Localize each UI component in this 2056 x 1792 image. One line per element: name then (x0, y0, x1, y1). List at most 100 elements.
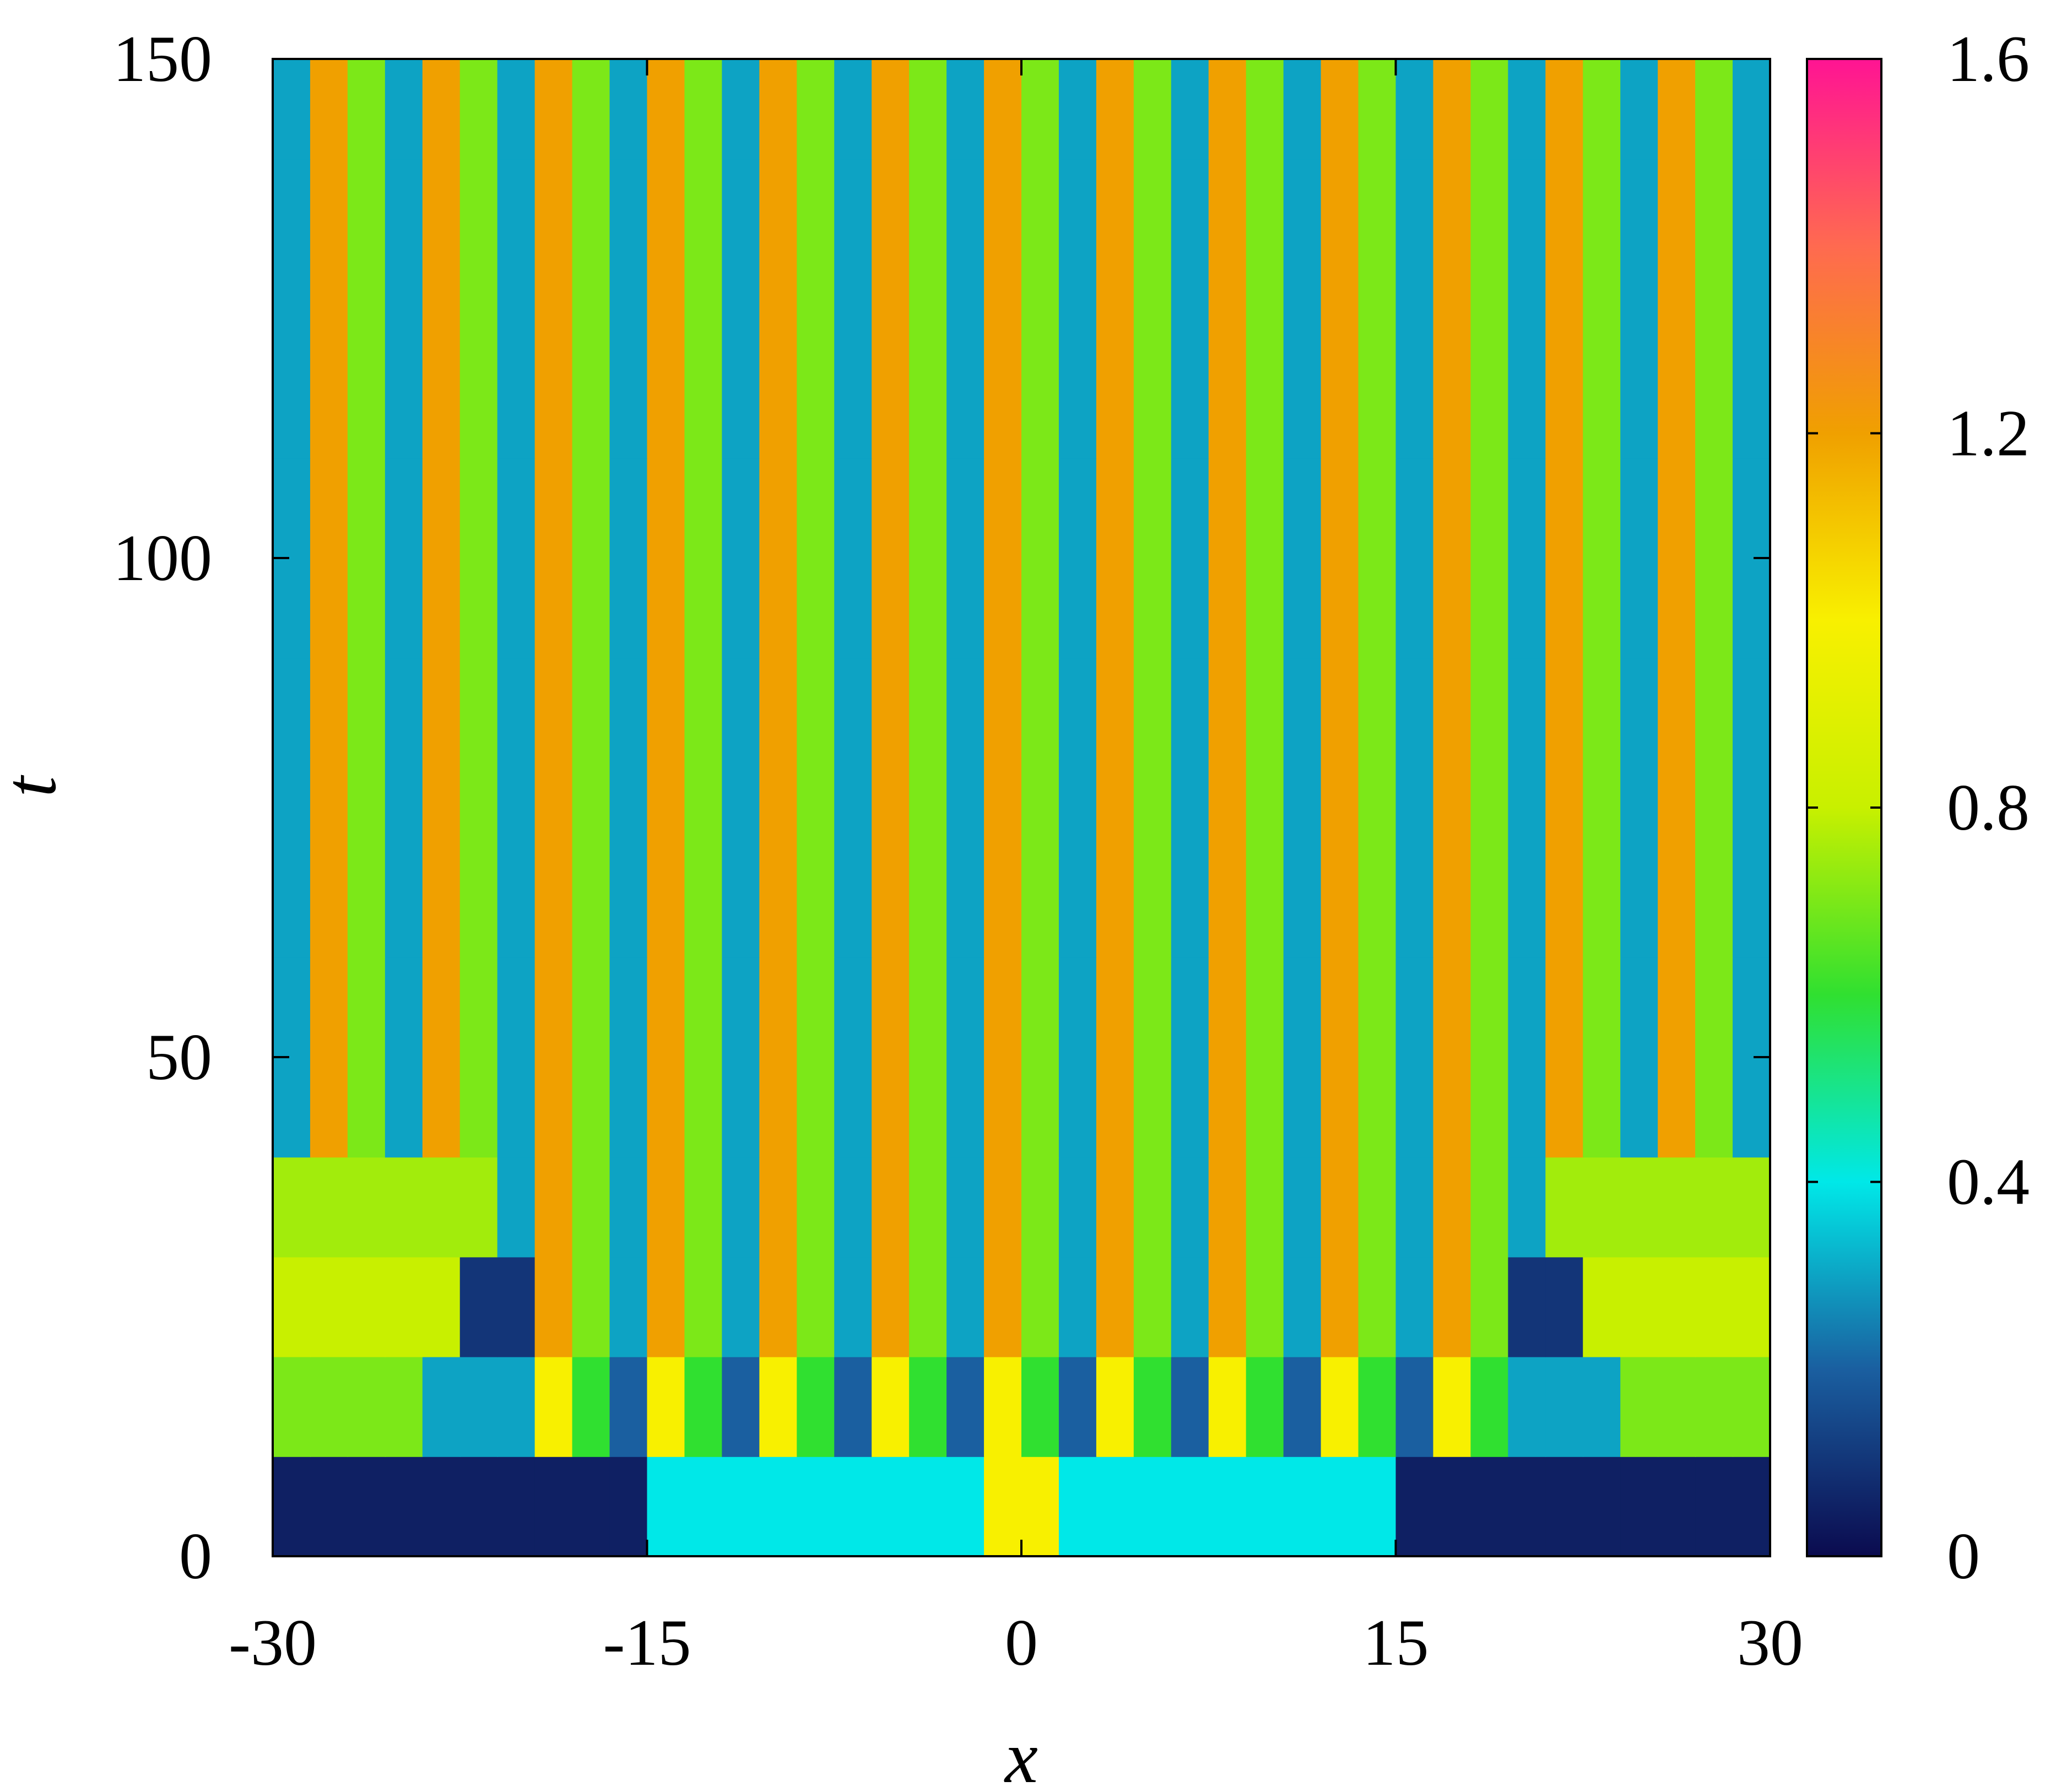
heatmap-cell (722, 258, 760, 359)
heatmap-cell (1433, 1157, 1471, 1258)
heatmap-cell (459, 857, 498, 958)
heatmap-cell (273, 59, 311, 160)
heatmap-cell (534, 1257, 573, 1357)
heatmap-cell (1433, 1456, 1471, 1557)
heatmap-cell (1470, 558, 1509, 659)
heatmap-cell (722, 658, 760, 759)
heatmap-cell (385, 159, 423, 259)
heatmap-cell (1620, 857, 1659, 958)
heatmap-cell (1321, 1356, 1359, 1457)
heatmap-cell (1395, 159, 1434, 259)
heatmap-cell (647, 458, 685, 559)
heatmap-cell (497, 59, 535, 160)
heatmap-cell (984, 458, 1022, 559)
heatmap-cell (1096, 558, 1134, 659)
heatmap-cell (872, 1157, 910, 1258)
heatmap-cell (273, 358, 311, 459)
heatmap-cell (1508, 1456, 1546, 1557)
heatmap-cell (647, 957, 685, 1058)
heatmap-cell (834, 1356, 873, 1457)
heatmap-cell (422, 558, 461, 659)
heatmap-cell (1096, 258, 1134, 359)
heatmap-cell (1171, 1356, 1209, 1457)
heatmap-cell (273, 658, 311, 759)
heatmap-cell (1658, 59, 1696, 160)
heatmap-cell (385, 258, 423, 359)
heatmap-cell (1733, 1057, 1771, 1158)
heatmap-cell (422, 1356, 461, 1457)
heatmap-cell (347, 1356, 386, 1457)
heatmap-cell (1733, 358, 1771, 459)
heatmap-cell (273, 458, 311, 559)
heatmap-cell (1358, 857, 1397, 958)
heatmap-cell (1433, 1257, 1471, 1357)
heatmap-cell (609, 358, 648, 459)
heatmap-cell (497, 1456, 535, 1557)
heatmap-cell (310, 59, 348, 160)
heatmap-cell (1733, 857, 1771, 958)
heatmap-cell (1321, 358, 1359, 459)
heatmap-cell (1321, 1057, 1359, 1158)
heatmap-cell (1395, 1456, 1434, 1557)
heatmap-cell (273, 1157, 311, 1258)
heatmap-cell (385, 1157, 423, 1258)
heatmap-cell (946, 458, 985, 559)
heatmap-cell (1321, 957, 1359, 1058)
heatmap-cell (1021, 757, 1059, 858)
heatmap-cell (1508, 458, 1546, 559)
heatmap-cell (1171, 458, 1209, 559)
heatmap-cell (1695, 59, 1734, 160)
heatmap-cell (1133, 59, 1172, 160)
heatmap-cell (647, 358, 685, 459)
heatmap-cell (385, 1456, 423, 1557)
heatmap-cell (1133, 757, 1172, 858)
heatmap-cell (1470, 458, 1509, 559)
heatmap-cell (1246, 358, 1284, 459)
heatmap-cell (1208, 857, 1247, 958)
heatmap-cell (1058, 1456, 1097, 1557)
heatmap-cell (1545, 159, 1584, 259)
heatmap-cell (1021, 59, 1059, 160)
heatmap-cell (1208, 1057, 1247, 1158)
heatmap-cell (1208, 458, 1247, 559)
heatmap-cell (497, 1157, 535, 1258)
heatmap-cell (385, 59, 423, 160)
heatmap-cell (273, 957, 311, 1058)
heatmap-cell (684, 159, 723, 259)
heatmap-cell (1321, 558, 1359, 659)
heatmap-cell (310, 658, 348, 759)
heatmap-cell (1096, 658, 1134, 759)
heatmap-cell (984, 1257, 1022, 1357)
heatmap-cell (722, 857, 760, 958)
heatmap-cell (722, 757, 760, 858)
heatmap-cell (722, 1456, 760, 1557)
heatmap-cell (422, 957, 461, 1058)
y-tick-label: 100 (113, 521, 212, 594)
heatmap-cell (1470, 59, 1509, 160)
heatmap-cell (1733, 258, 1771, 359)
heatmap-cell (1695, 1257, 1734, 1357)
heatmap-cell (647, 658, 685, 759)
heatmap-cell (1658, 258, 1696, 359)
heatmap-cell (1433, 957, 1471, 1058)
heatmap-cell (1321, 757, 1359, 858)
heatmap-cell (647, 1356, 685, 1457)
heatmap-cell (984, 658, 1022, 759)
heatmap-cell (273, 1456, 311, 1557)
x-tick-label: 0 (1005, 1606, 1038, 1679)
heatmap-cell (1658, 757, 1696, 858)
heatmap-cell (534, 857, 573, 958)
heatmap-cell (684, 558, 723, 659)
heatmap-cell (722, 1157, 760, 1258)
heatmap-cell (1283, 258, 1322, 359)
heatmap-cell (1395, 857, 1434, 958)
heatmap-cell (572, 1356, 610, 1457)
heatmap-cell (1283, 857, 1322, 958)
heatmap-cell (946, 59, 985, 160)
heatmap-cell (1508, 1257, 1546, 1357)
heatmap-cell (1133, 1456, 1172, 1557)
heatmap-cell (1096, 1257, 1134, 1357)
heatmap-cell (310, 757, 348, 858)
heatmap-cell (909, 1257, 948, 1357)
heatmap-cell (1620, 458, 1659, 559)
